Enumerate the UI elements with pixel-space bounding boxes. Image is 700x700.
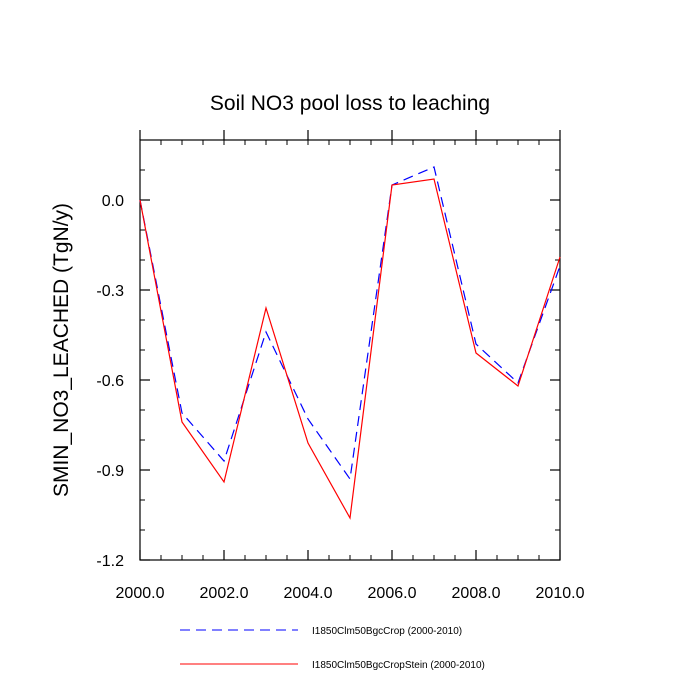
legend-label-2: I1850Clm50BgcCropStein (2000-2010) — [312, 660, 485, 671]
y-tick-label: 0.0 — [102, 193, 124, 210]
y-tick-label: -0.3 — [96, 283, 124, 300]
plot-area: 0.0 -0.3 -0.6 -0.9 -1.2 2000.0 2002.0 2004.0 200… — [96, 130, 585, 602]
x-tick-label: 2002.0 — [200, 585, 249, 602]
y-tick-label: -0.9 — [96, 463, 124, 480]
series-line-1 — [139, 166, 561, 481]
x-tick-label: 2006.0 — [368, 585, 417, 602]
chart-title: Soil NO3 pool loss to leaching — [210, 92, 490, 115]
x-tick-label: 2000.0 — [116, 585, 165, 602]
y-tick-label: -0.6 — [96, 373, 124, 390]
x-tick-label: 2008.0 — [452, 585, 501, 602]
x-tick-label: 2010.0 — [536, 585, 585, 602]
y-tick-label: -1.2 — [96, 553, 124, 570]
series-line-2 — [139, 178, 561, 520]
x-tick-label: 2004.0 — [284, 585, 333, 602]
plot-frame — [139, 139, 561, 561]
y-axis-label: SMIN_NO3_LEACHED (TgN/y) — [50, 203, 73, 497]
legend: I1850Clm50BgcCrop (2000-2010) I1850Clm50B… — [180, 626, 485, 671]
legend-label-1: I1850Clm50BgcCrop (2000-2010) — [312, 626, 462, 637]
